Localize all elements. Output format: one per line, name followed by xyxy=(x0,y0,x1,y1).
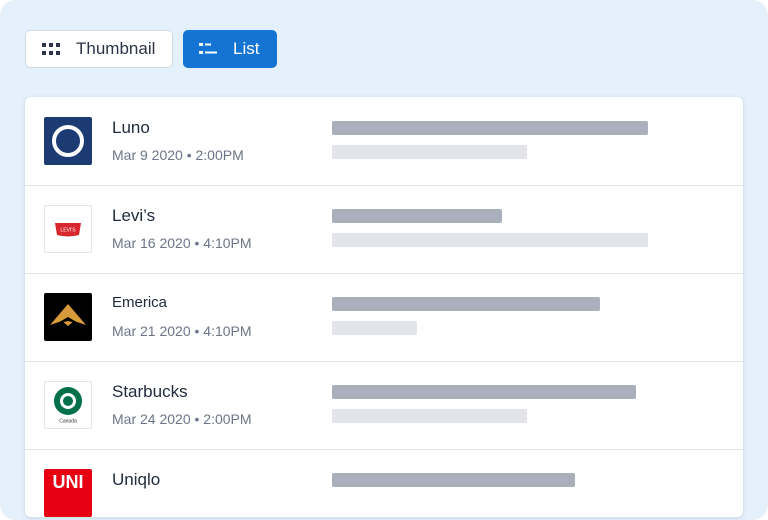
list-button[interactable]: List xyxy=(183,30,277,68)
placeholder-bar xyxy=(332,409,527,423)
placeholder-bar xyxy=(332,385,636,399)
placeholder-bar xyxy=(332,145,527,159)
item-name: Starbucks xyxy=(112,382,188,401)
list-card: Luno Mar 9 2020 • 2:00PM LEVI'S Levi’s M… xyxy=(25,97,743,517)
placeholder-bar xyxy=(332,297,600,311)
logo: Canada xyxy=(44,381,92,429)
logo: UNI xyxy=(44,469,92,517)
item-date: Mar 16 2020 • 4:10PM xyxy=(112,235,252,251)
item-date: Mar 21 2020 • 4:10PM xyxy=(112,323,252,339)
placeholder-bar xyxy=(332,233,648,247)
logo: LEVI'S xyxy=(44,205,92,253)
placeholder-bar xyxy=(332,321,417,335)
grid-icon xyxy=(42,43,60,55)
placeholder-bar xyxy=(332,473,575,487)
item-name: Luno xyxy=(112,118,150,137)
list-item[interactable]: LEVI'S Levi’s Mar 16 2020 • 4:10PM xyxy=(25,185,743,274)
placeholder-bar xyxy=(332,209,502,223)
item-date: Mar 9 2020 • 2:00PM xyxy=(112,147,244,163)
logo xyxy=(44,293,92,341)
thumbnail-button[interactable]: Thumbnail xyxy=(25,30,173,68)
list-item[interactable]: Luno Mar 9 2020 • 2:00PM xyxy=(25,97,743,186)
list-item[interactable]: Emerica Mar 21 2020 • 4:10PM xyxy=(25,273,743,362)
logo-text: Canada xyxy=(59,418,77,424)
item-name: Levi’s xyxy=(112,206,156,225)
logo xyxy=(44,117,92,165)
item-date: Mar 24 2020 • 2:00PM xyxy=(112,411,252,427)
button-label: Thumbnail xyxy=(76,39,156,58)
placeholder-bar xyxy=(332,121,648,135)
list-item[interactable]: UNI Uniqlo xyxy=(25,449,743,520)
logo-text: LEVI'S xyxy=(60,227,76,233)
item-name: Emerica xyxy=(112,294,168,311)
list-item[interactable]: Canada Starbucks Mar 24 2020 • 2:00PM xyxy=(25,361,743,450)
list-icon xyxy=(199,43,217,54)
logo-text: UNI xyxy=(53,472,84,492)
item-name: Uniqlo xyxy=(112,470,161,489)
button-label: List xyxy=(233,39,260,58)
